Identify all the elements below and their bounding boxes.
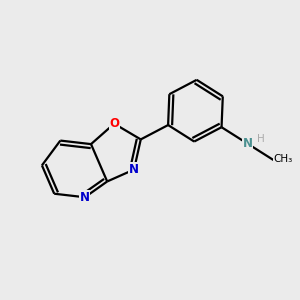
Text: N: N [243, 137, 253, 150]
Text: H: H [257, 134, 265, 145]
Text: O: O [109, 117, 119, 130]
Text: N: N [80, 191, 90, 204]
Text: CH₃: CH₃ [274, 154, 293, 164]
Text: N: N [129, 163, 139, 176]
